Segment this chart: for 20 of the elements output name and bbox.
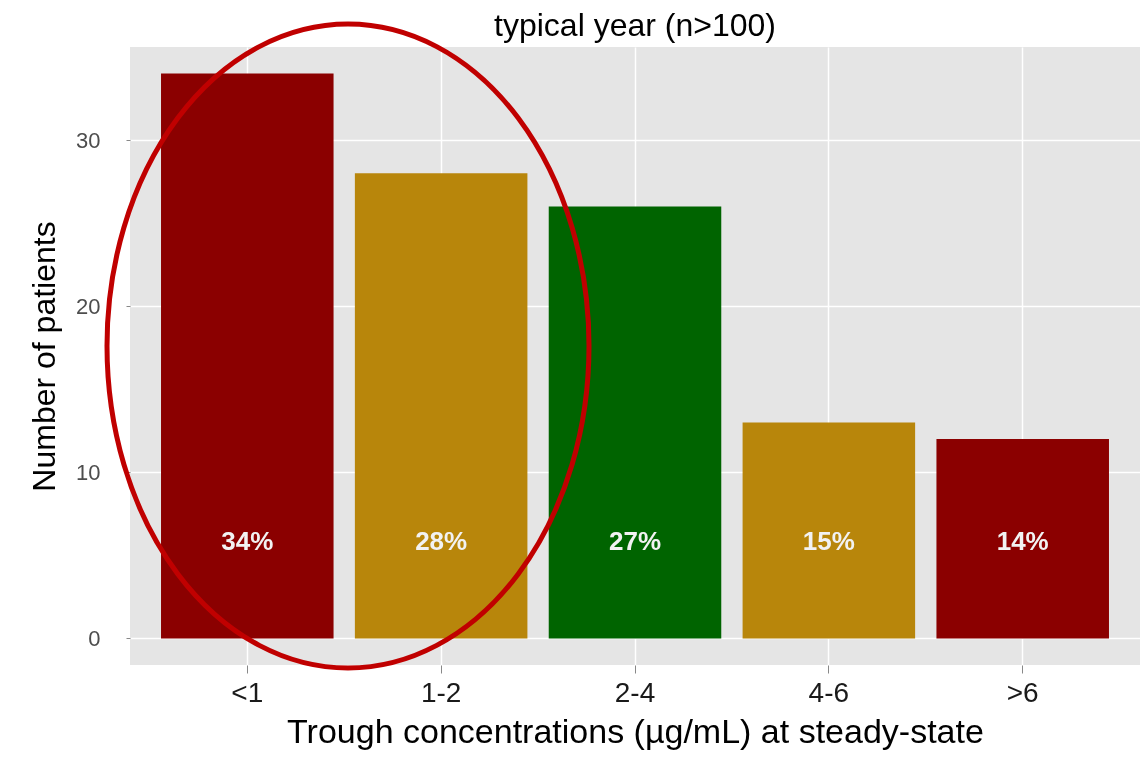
x-tick-label: <1	[231, 676, 264, 708]
bar	[354, 173, 528, 639]
annotation: 14%	[996, 526, 1049, 557]
x-tick-label: 1-2	[420, 676, 462, 708]
annotation: 15%	[802, 526, 855, 557]
y-tick-label: 0	[88, 625, 101, 651]
bar	[742, 422, 916, 639]
x-tick-label: 2-4	[614, 676, 656, 708]
x-axis-title: Trough concentrations (µg/mL) at steady-state	[287, 711, 984, 750]
x-tick-label: 4-6	[808, 676, 850, 708]
annotation: 27%	[608, 526, 662, 557]
y-tick-label: 30	[76, 127, 101, 153]
bar	[936, 439, 1109, 639]
y-tick-label: 20	[76, 293, 101, 319]
annotation: 28%	[415, 526, 468, 557]
annotation: 34%	[221, 526, 274, 557]
y-axis-title: Number of patients	[26, 221, 63, 492]
x-tick-label: >6	[1006, 676, 1039, 708]
chart-title: typical year (n>100)	[494, 7, 776, 43]
y-tick-label: 10	[76, 459, 101, 485]
